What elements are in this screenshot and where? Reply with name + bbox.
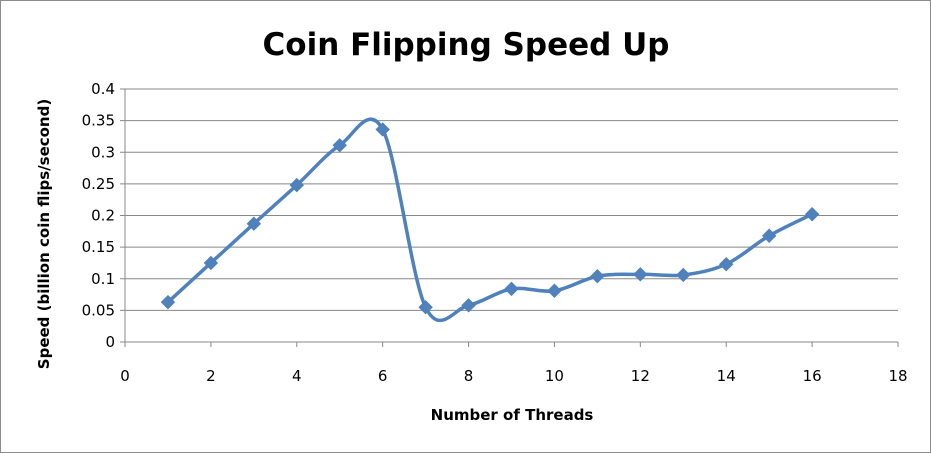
y-tick-label: 0.4	[91, 80, 115, 98]
data-point-marker	[590, 269, 605, 284]
gridlines	[125, 88, 898, 311]
data-point-marker	[804, 207, 820, 222]
data-point-marker	[418, 300, 433, 315]
x-tick-label: 6	[378, 367, 388, 385]
x-tick-label: 12	[631, 367, 650, 385]
data-point-marker	[461, 298, 476, 313]
x-tick-label: 2	[206, 367, 216, 385]
data-point-marker	[761, 228, 777, 243]
y-tick-label: 0.05	[82, 301, 115, 319]
x-tick-label: 4	[292, 367, 302, 385]
series-line-0	[166, 117, 814, 323]
y-axis-title: Speed (billion coin flips/second)	[35, 99, 53, 369]
y-tick-label: 0.3	[91, 143, 115, 161]
x-tick-labels: 0 2 4 6 8 10 12 14 16 18	[120, 367, 907, 385]
data-point-marker	[375, 122, 390, 137]
data-point-marker	[246, 216, 262, 231]
data-point-marker	[332, 138, 347, 153]
data-point-marker	[289, 177, 304, 193]
y-tick-labels: 0 0.05 0.1 0.15 0.2 0.25 0.3 0.35 0.4	[82, 80, 115, 351]
x-axis-title: Number of Threads	[431, 406, 594, 424]
series-layer	[166, 117, 814, 323]
x-tick-label: 18	[888, 367, 907, 385]
data-point-marker	[504, 281, 519, 297]
markers	[160, 122, 820, 315]
data-point-marker	[203, 255, 219, 271]
data-point-marker	[633, 267, 648, 282]
y-tick-label: 0.1	[91, 270, 115, 288]
x-tick-label: 14	[717, 367, 736, 385]
data-point-marker	[676, 267, 691, 283]
data-point-marker	[719, 256, 734, 272]
x-tick-label: 8	[464, 367, 474, 385]
y-tick-label: 0.15	[82, 238, 115, 256]
data-point-marker	[160, 294, 176, 310]
x-tick-label: 10	[545, 367, 564, 385]
y-tick-label: 0	[105, 333, 115, 351]
y-tick-label: 0.35	[82, 112, 115, 130]
x-tick-label: 0	[120, 367, 130, 385]
y-tick-label: 0.25	[82, 175, 115, 193]
data-point-marker	[547, 283, 562, 298]
chart-title: Coin Flipping Speed Up	[263, 27, 670, 63]
x-tick-label: 16	[803, 367, 822, 385]
y-tick-label: 0.2	[91, 207, 115, 225]
axes	[120, 88, 899, 347]
